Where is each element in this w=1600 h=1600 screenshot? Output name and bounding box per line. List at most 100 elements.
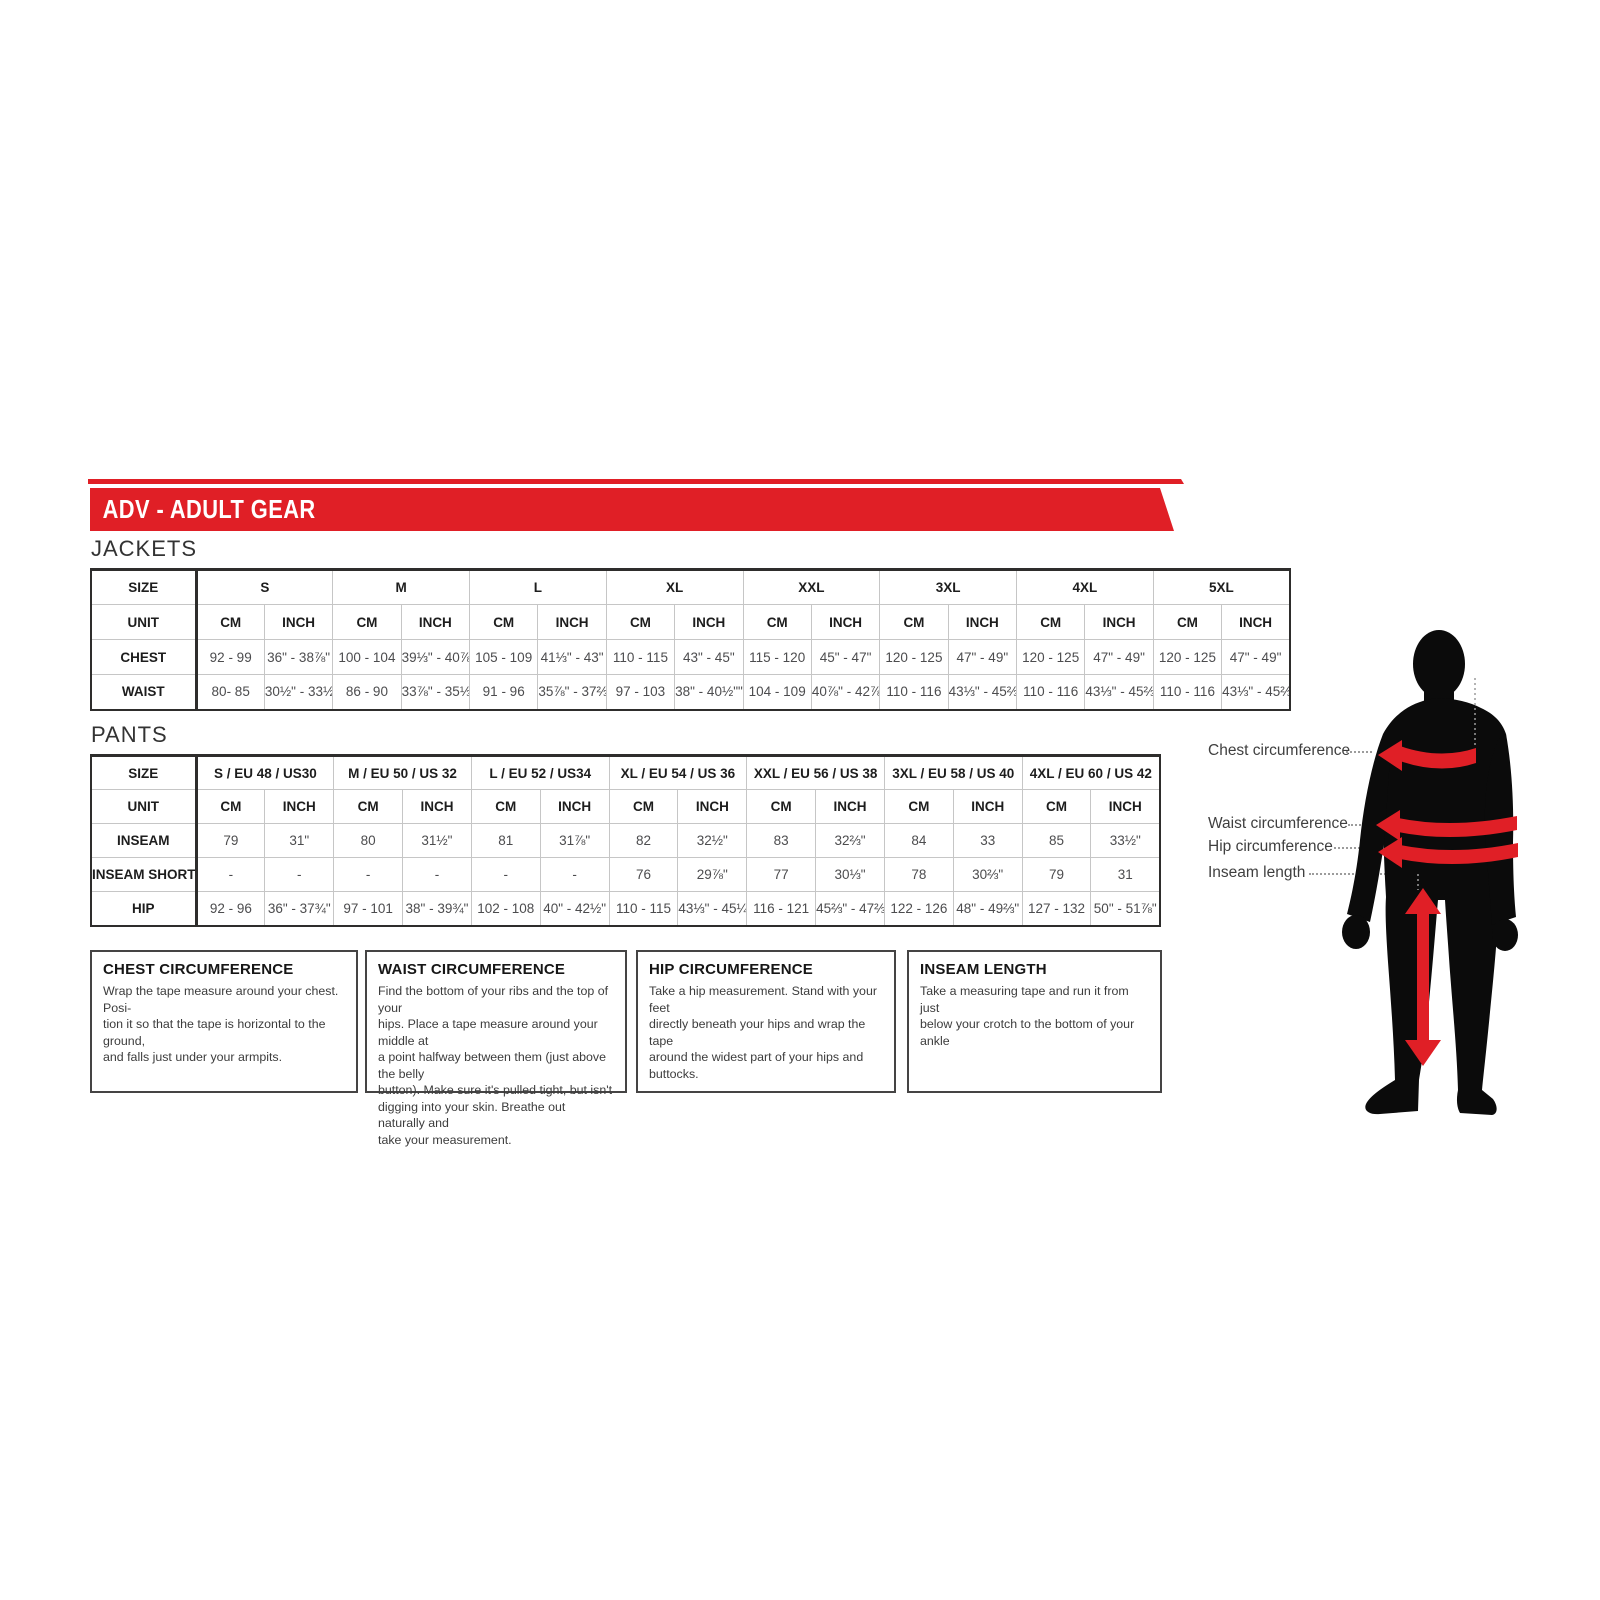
- value-cell: 115 - 120: [742, 639, 812, 675]
- header-cell: L / EU 52 / US34: [470, 755, 610, 790]
- value-cell: 30⅓": [815, 857, 885, 892]
- value-cell: 31": [264, 823, 335, 858]
- header-cell: M / EU 50 / US 32: [333, 755, 472, 790]
- value-cell: 47" - 49": [1084, 639, 1154, 675]
- header-cell: CM: [333, 789, 404, 824]
- value-cell: 40" - 42½": [539, 891, 610, 926]
- value-cell: 97 - 101: [333, 891, 404, 926]
- header-cell: UNIT: [90, 789, 198, 824]
- waist-instruction-body: Find the bottom of your ribs and the top…: [378, 984, 613, 1147]
- value-cell: 105 - 109: [468, 639, 539, 675]
- value-cell: 86 - 90: [332, 674, 402, 710]
- header-cell: XL / EU 54 / US 36: [608, 755, 748, 790]
- hip-instruction-box: HIP CIRCUMFERENCE Take a hip measurement…: [636, 950, 896, 1093]
- value-cell: 50" - 51⅞": [1090, 891, 1161, 926]
- hip-instruction-title: HIP CIRCUMFERENCE: [649, 961, 813, 978]
- value-cell: -: [333, 857, 404, 892]
- value-cell: 38" - 39¾": [402, 891, 472, 926]
- value-cell: 43⅓" - 45⅔": [947, 674, 1018, 710]
- header-cell: INCH: [400, 604, 471, 640]
- header-cell: HIP: [90, 891, 198, 926]
- value-cell: 116 - 121: [746, 891, 817, 926]
- header-cell: S / EU 48 / US30: [195, 755, 335, 790]
- header-cell: INCH: [1090, 789, 1161, 824]
- header-cell: UNIT: [90, 604, 198, 640]
- value-cell: 97 - 103: [605, 674, 676, 710]
- hip-measure-arrow: [1378, 837, 1518, 868]
- header-cell: INCH: [674, 604, 744, 640]
- value-cell: 80- 85: [195, 674, 265, 710]
- pants-heading: PANTS: [91, 722, 168, 747]
- value-cell: 45" - 47": [810, 639, 881, 675]
- header-cell: INCH: [677, 789, 748, 824]
- header-cell: 3XL / EU 58 / US 40: [883, 755, 1023, 790]
- value-cell: 35⅞" - 37⅔": [537, 674, 607, 710]
- value-cell: 33⅞" - 35⅓": [400, 674, 471, 710]
- header-cell: CM: [883, 789, 954, 824]
- header-cell: 4XL / EU 60 / US 42: [1021, 755, 1161, 790]
- value-cell: 47" - 49": [1221, 639, 1291, 675]
- header-cell: CHEST: [90, 639, 198, 675]
- header-cell: INCH: [537, 604, 607, 640]
- header-cell: CM: [746, 789, 817, 824]
- hip-instruction-body: Take a hip measurement. Stand with your …: [649, 984, 877, 1081]
- value-cell: 45⅔" - 47⅔": [815, 891, 885, 926]
- value-cell: 110 - 115: [605, 639, 676, 675]
- value-cell: 120 - 125: [1152, 639, 1223, 675]
- header-cell: M: [332, 569, 470, 605]
- value-cell: 85: [1021, 823, 1092, 858]
- header-cell: INSEAM SHORT: [90, 857, 198, 892]
- header-cell: INCH: [264, 789, 335, 824]
- jackets-table-wrap: SIZE S M L XL XXL 3XL 4XL 5XL UNIT CM INCH CM INCH CM I…: [90, 568, 1291, 711]
- value-cell: 82: [608, 823, 679, 858]
- chest-instruction-box: CHEST CIRCUMFERENCE Wrap the tape measur…: [90, 950, 358, 1093]
- chest-circumference-label: Chest circumference: [1208, 742, 1351, 759]
- value-cell: 30½" - 33½": [263, 674, 334, 710]
- header-cell: INCH: [263, 604, 334, 640]
- header-cell: INCH: [402, 789, 472, 824]
- header-cell: INCH: [1084, 604, 1154, 640]
- value-cell: 78: [883, 857, 954, 892]
- value-cell: 91 - 96: [468, 674, 539, 710]
- header-cell: CM: [1152, 604, 1223, 640]
- header-cell: L: [469, 569, 607, 605]
- header-cell: CM: [195, 789, 266, 824]
- header-cell: CM: [608, 789, 679, 824]
- banner-accent-strip: [88, 479, 1184, 484]
- header-cell: CM: [742, 604, 812, 640]
- value-cell: -: [402, 857, 472, 892]
- header-cell: INCH: [952, 789, 1023, 824]
- value-cell: 79: [1021, 857, 1092, 892]
- header-cell: 5XL: [1152, 569, 1291, 605]
- value-cell: 92 - 99: [195, 639, 265, 675]
- value-cell: 81: [470, 823, 541, 858]
- banner: ADV - ADULT GEAR: [90, 488, 1174, 531]
- value-cell: 110 - 116: [879, 674, 949, 710]
- value-cell: 120 - 125: [1015, 639, 1086, 675]
- value-cell: 41⅓" - 43": [537, 639, 607, 675]
- value-cell: -: [264, 857, 335, 892]
- jackets-size-table: SIZE S M L XL XXL 3XL 4XL 5XL UNIT CM INCH CM INCH CM I…: [90, 568, 1291, 711]
- header-cell: XL: [605, 569, 744, 605]
- value-cell: 120 - 125: [879, 639, 949, 675]
- header-cell: CM: [468, 604, 539, 640]
- chest-instruction-title: CHEST CIRCUMFERENCE: [103, 961, 294, 978]
- measurement-row: INSEAM 79 31" 80 31½" 81 31⅞" 82 32½" 83 32⅔" 84 33 8…: [90, 823, 1161, 858]
- waist-circumference-label: Waist circumference: [1208, 815, 1348, 832]
- value-cell: 48" - 49⅔": [952, 891, 1023, 926]
- measurement-row: HIP 92 - 96 36" - 37¾" 97 - 101 38" - 39¾" 10…: [90, 891, 1161, 926]
- header-cell: 3XL: [879, 569, 1017, 605]
- value-cell: 30⅔": [952, 857, 1023, 892]
- header-cell: INCH: [810, 604, 881, 640]
- header-cell: XXL / EU 56 / US 38: [746, 755, 885, 790]
- page-title: ADV - ADULT GEAR: [102, 494, 316, 524]
- header-cell: CM: [195, 604, 265, 640]
- inseam-instruction-body: Take a measuring tape and run it from ju…: [920, 984, 1135, 1048]
- value-cell: 40⅞" - 42⅞": [810, 674, 881, 710]
- measurement-row: WAIST 80- 85 30½" - 33½" 86 - 90 33⅞" - 35⅓"…: [90, 674, 1291, 710]
- header-cell: CM: [332, 604, 402, 640]
- value-cell: 76: [608, 857, 679, 892]
- value-cell: 43⅓" - 45¼": [677, 891, 748, 926]
- header-cell: INSEAM: [90, 823, 198, 858]
